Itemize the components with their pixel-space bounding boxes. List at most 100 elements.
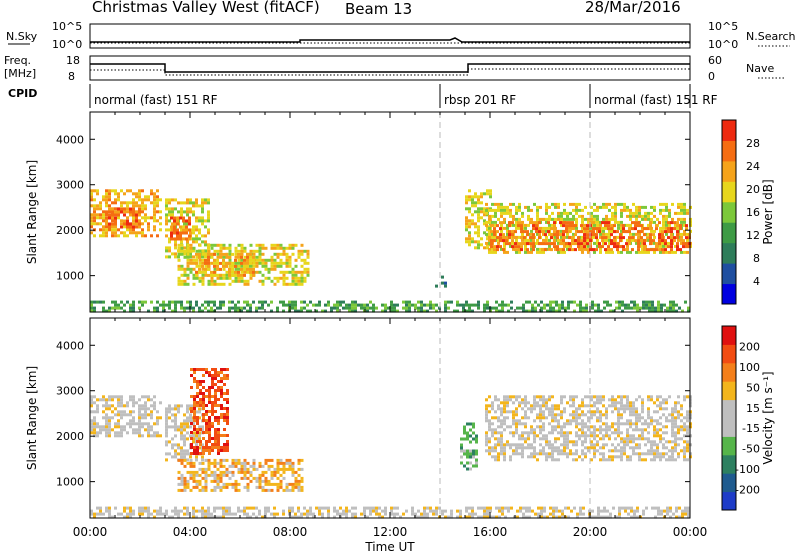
data-cell <box>198 243 202 247</box>
data-cell <box>617 401 620 405</box>
data-cell <box>518 202 521 206</box>
data-cell <box>219 458 223 462</box>
data-cell <box>186 282 190 286</box>
data-cell <box>336 303 339 307</box>
data-cell <box>189 464 193 468</box>
data-cell <box>108 407 111 411</box>
data-cell <box>456 509 459 513</box>
data-cell <box>619 236 622 240</box>
data-cell <box>180 461 184 465</box>
data-cell <box>225 482 229 486</box>
data-cell <box>345 306 348 310</box>
data-cell <box>249 473 253 477</box>
data-cell <box>670 230 673 234</box>
data-cell <box>198 488 202 492</box>
data-cell <box>282 282 286 286</box>
data-cell <box>674 223 677 227</box>
data-cell <box>102 309 105 313</box>
data-cell <box>189 300 192 304</box>
data-cell <box>472 425 475 429</box>
data-cell <box>620 446 623 450</box>
data-cell <box>608 217 611 221</box>
data-cell <box>201 276 205 280</box>
data-cell <box>405 306 408 310</box>
data-cell <box>306 515 309 519</box>
data-cell <box>114 198 117 202</box>
data-cell <box>211 377 214 380</box>
data-cell <box>584 404 587 408</box>
data-cell <box>656 449 659 453</box>
data-cell <box>485 410 488 414</box>
data-cell <box>193 398 196 401</box>
data-cell <box>483 512 486 516</box>
data-cell <box>665 214 668 218</box>
data-cell <box>123 413 126 417</box>
data-cell <box>202 419 205 422</box>
data-cell <box>210 282 214 286</box>
data-cell <box>675 515 678 519</box>
data-cell <box>138 512 141 516</box>
data-cell <box>179 216 182 220</box>
data-cell <box>300 273 304 277</box>
data-cell <box>608 202 611 206</box>
data-cell <box>635 214 638 218</box>
data-cell <box>568 224 571 228</box>
data-cell <box>477 300 480 304</box>
data-cell <box>153 192 156 196</box>
data-cell <box>503 395 506 399</box>
data-cell <box>641 217 644 221</box>
data-cell <box>189 252 192 256</box>
data-cell <box>474 240 477 244</box>
data-cell <box>105 234 108 238</box>
data-cell <box>300 243 304 247</box>
data-cell <box>499 221 502 225</box>
data-cell <box>485 232 488 236</box>
data-cell <box>609 512 612 516</box>
data-cell <box>665 419 668 423</box>
data-cell <box>273 261 277 265</box>
data-cell <box>237 273 240 277</box>
data-cell <box>527 214 530 218</box>
data-cell <box>291 270 295 274</box>
data-cell <box>597 509 600 513</box>
data-cell <box>686 413 689 417</box>
data-cell <box>176 219 179 223</box>
data-cell <box>186 300 189 304</box>
data-cell <box>342 509 345 513</box>
data-cell <box>273 506 276 510</box>
data-cell <box>630 306 633 310</box>
data-cell <box>485 431 488 435</box>
colorbar-tick-label: -100 <box>735 463 760 476</box>
data-cell <box>626 434 629 438</box>
data-cell <box>123 404 126 408</box>
data-cell <box>168 404 171 408</box>
data-cell <box>506 226 509 230</box>
data-cell <box>496 230 499 234</box>
data-cell <box>207 201 210 205</box>
data-cell <box>354 306 357 310</box>
data-cell <box>559 248 562 252</box>
data-cell <box>171 213 174 217</box>
data-cell <box>565 242 568 246</box>
data-cell <box>614 404 617 408</box>
data-cell <box>193 416 196 419</box>
data-cell <box>668 208 671 212</box>
nave-trace <box>90 68 690 76</box>
data-cell <box>279 243 283 247</box>
data-cell <box>665 250 668 254</box>
data-cell <box>542 434 545 438</box>
data-cell <box>610 239 613 243</box>
data-cell <box>468 237 471 241</box>
data-cell <box>646 227 649 231</box>
data-cell <box>653 205 656 209</box>
data-cell <box>228 264 232 268</box>
data-cell <box>216 479 220 483</box>
data-cell <box>327 509 330 513</box>
data-cell <box>384 506 387 510</box>
data-cell <box>141 210 144 214</box>
data-cell <box>189 270 193 274</box>
colorbar-swatch <box>722 491 736 511</box>
data-cell <box>489 506 492 510</box>
data-cell <box>342 306 345 310</box>
data-cell <box>518 422 521 426</box>
